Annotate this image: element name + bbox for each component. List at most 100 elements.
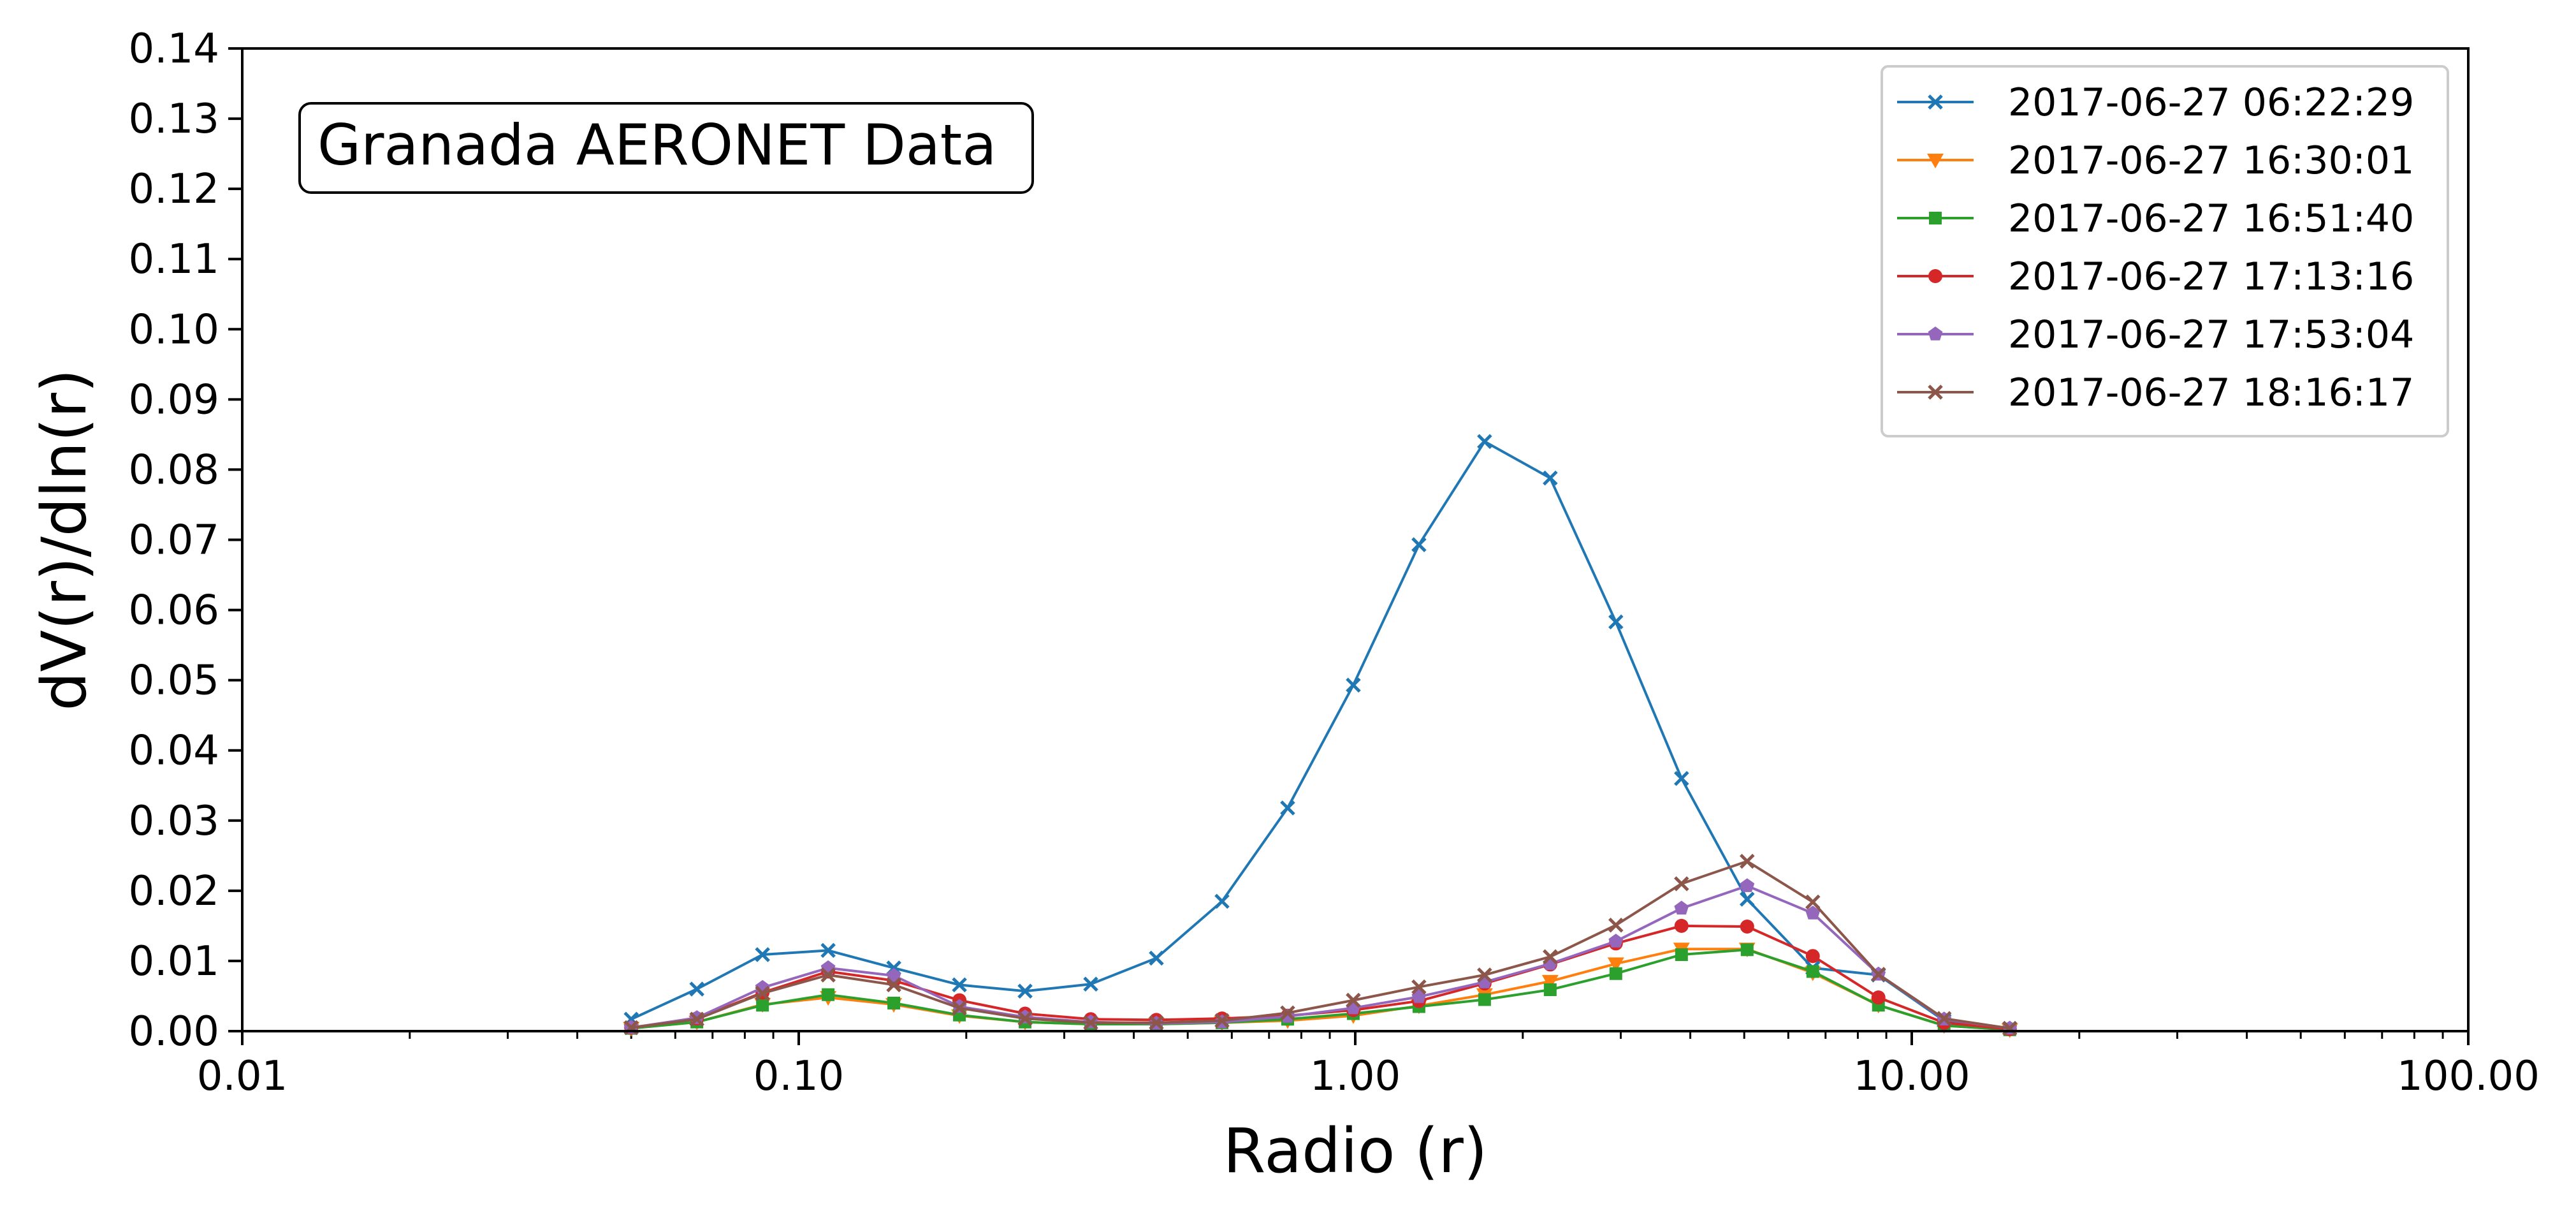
series-line bbox=[630, 884, 2010, 1030]
data-point bbox=[1280, 800, 1295, 816]
legend-marker bbox=[1929, 212, 1942, 224]
y-tick-label: 0.10 bbox=[129, 306, 220, 353]
series-layer bbox=[623, 434, 2018, 1038]
y-tick-label: 0.07 bbox=[129, 517, 220, 564]
data-point bbox=[1607, 957, 1624, 972]
y-tick-label: 0.03 bbox=[129, 798, 220, 845]
y-tick-label: 0.12 bbox=[129, 166, 220, 213]
legend-item: 2017-06-27 16:30:01 bbox=[1897, 138, 2414, 183]
data-point bbox=[822, 988, 835, 1001]
legend-label: 2017-06-27 06:22:29 bbox=[2008, 80, 2414, 125]
data-point bbox=[887, 996, 901, 1009]
data-point bbox=[689, 981, 704, 997]
annotation-frame bbox=[298, 102, 1034, 194]
legend-item: 2017-06-27 17:13:16 bbox=[1897, 254, 2414, 299]
data-point bbox=[886, 968, 901, 982]
annotation-box: Granada AERONET Data bbox=[298, 102, 1034, 194]
legend-label: 2017-06-27 16:51:40 bbox=[2008, 196, 2414, 241]
data-point bbox=[1674, 770, 1689, 786]
data-point bbox=[820, 943, 836, 958]
data-point bbox=[755, 947, 770, 962]
legend-item: 2017-06-27 17:53:04 bbox=[1897, 312, 2414, 357]
legend-marker bbox=[1928, 269, 1942, 283]
data-point bbox=[1543, 949, 1558, 965]
data-point bbox=[1608, 918, 1624, 933]
data-point bbox=[1214, 1013, 1230, 1029]
data-point bbox=[1083, 1015, 1098, 1031]
data-point bbox=[1017, 983, 1033, 999]
series-6 bbox=[623, 853, 2018, 1036]
legend-label: 2017-06-27 17:13:16 bbox=[2008, 254, 2414, 299]
y-tick-label: 0.05 bbox=[129, 657, 220, 705]
y-tick-label: 0.13 bbox=[129, 96, 220, 143]
series-line bbox=[631, 948, 2010, 1031]
x-tick-label: 0.01 bbox=[197, 1053, 288, 1100]
legend-item: 2017-06-27 18:16:17 bbox=[1897, 371, 2414, 415]
legend-label: 2017-06-27 17:53:04 bbox=[2008, 312, 2414, 357]
legend-frame bbox=[1881, 65, 2449, 437]
data-point bbox=[1740, 891, 1755, 907]
data-point bbox=[689, 1011, 704, 1027]
data-point bbox=[1608, 934, 1624, 948]
data-point bbox=[1936, 1011, 1952, 1026]
legend-label: 2017-06-27 16:30:01 bbox=[2008, 138, 2414, 183]
y-tick-label: 0.14 bbox=[129, 26, 220, 73]
data-point bbox=[1543, 983, 1557, 997]
series-1 bbox=[623, 434, 2018, 1036]
y-tick-label: 0.00 bbox=[129, 1008, 220, 1055]
data-point bbox=[1543, 470, 1558, 486]
data-point bbox=[755, 985, 770, 1001]
data-point bbox=[1740, 943, 1754, 957]
data-point bbox=[1675, 948, 1688, 962]
axes-layer: 0.01 0.10 1.00 10.00 100.000.000.010.020.030… bbox=[129, 26, 2540, 1100]
series-line bbox=[630, 440, 2010, 1030]
data-point bbox=[1870, 967, 1886, 982]
data-point bbox=[1346, 677, 1361, 693]
data-point bbox=[952, 1000, 967, 1016]
y-tick-label: 0.01 bbox=[129, 938, 220, 985]
data-point bbox=[1740, 919, 1754, 934]
legend-marker bbox=[1928, 327, 1943, 341]
y-tick-label: 0.08 bbox=[129, 446, 220, 494]
data-point bbox=[2002, 1020, 2018, 1036]
data-point bbox=[1149, 1015, 1164, 1031]
series-line bbox=[630, 860, 2010, 1030]
data-point bbox=[1478, 993, 1491, 1006]
y-axis-label: dV(r)/dln(r) bbox=[29, 369, 100, 710]
data-point bbox=[1608, 614, 1624, 630]
y-tick-label: 0.02 bbox=[129, 868, 220, 915]
legend: 2017-06-27 06:22:29 2017-06-27 16:30:01 20… bbox=[1881, 65, 2449, 437]
legend-marker bbox=[1927, 154, 1944, 168]
data-point bbox=[1674, 876, 1689, 891]
data-point bbox=[1674, 900, 1689, 915]
legend-item: 2017-06-27 06:22:29 bbox=[1897, 80, 2414, 125]
legend-label: 2017-06-27 18:16:17 bbox=[2008, 371, 2414, 415]
data-point bbox=[1346, 992, 1361, 1008]
annotation-text: Granada AERONET Data bbox=[317, 112, 996, 178]
data-point bbox=[1674, 918, 1689, 933]
legend-item: 2017-06-27 16:51:40 bbox=[1897, 196, 2414, 241]
legend-marker bbox=[1928, 94, 1943, 110]
y-tick-label: 0.09 bbox=[129, 376, 220, 423]
data-point bbox=[1280, 1005, 1295, 1021]
y-tick-label: 0.11 bbox=[129, 236, 220, 283]
y-tick-label: 0.04 bbox=[129, 728, 220, 775]
legend-marker bbox=[1928, 385, 1943, 400]
plot-frame bbox=[241, 47, 2470, 1032]
data-point bbox=[1149, 950, 1164, 966]
x-axis-label: Radio (r) bbox=[1223, 1115, 1488, 1187]
data-point bbox=[1477, 967, 1492, 983]
x-tick-label: 1.00 bbox=[1310, 1053, 1401, 1100]
data-point bbox=[1411, 537, 1427, 552]
data-point bbox=[952, 977, 967, 993]
data-point bbox=[1609, 967, 1622, 980]
y-tick-label: 0.06 bbox=[129, 587, 220, 635]
data-point bbox=[756, 999, 769, 1012]
data-point bbox=[1740, 878, 1755, 892]
x-tick-label: 0.10 bbox=[753, 1053, 845, 1100]
data-point bbox=[1740, 853, 1755, 869]
data-point bbox=[1214, 893, 1230, 909]
data-point bbox=[886, 977, 901, 993]
data-point bbox=[1805, 894, 1821, 910]
